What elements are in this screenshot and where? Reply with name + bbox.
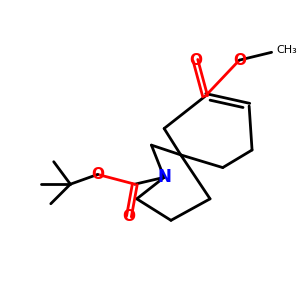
Text: CH₃: CH₃ [277,45,297,55]
Text: N: N [157,168,171,186]
Text: O: O [189,52,202,68]
Text: O: O [91,167,104,182]
Text: O: O [122,209,136,224]
Text: O: O [233,52,246,68]
